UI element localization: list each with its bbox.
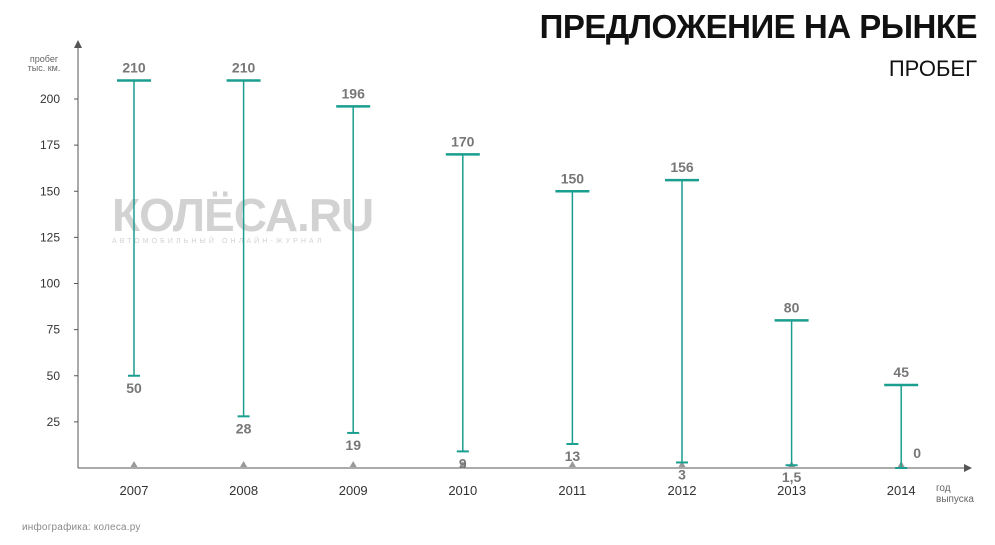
min-value-label: 9 [459, 455, 467, 471]
x-tick-label: 2013 [777, 483, 806, 498]
page-title: ПРЕДЛОЖЕНИЕ НА РЫНКЕ [539, 8, 978, 45]
x-axis-arrow [964, 464, 972, 472]
min-value-label: 0 [913, 445, 921, 461]
x-tick-label: 2010 [448, 483, 477, 498]
x-tick-marker [240, 461, 248, 467]
x-tick-label: 2009 [339, 483, 368, 498]
page-subtitle: ПРОБЕГ [888, 56, 977, 81]
x-tick-label: 2012 [668, 483, 697, 498]
max-value-label: 210 [122, 60, 146, 76]
y-tick-label: 200 [40, 92, 60, 106]
y-axis-arrow [74, 40, 82, 48]
y-tick-label: 175 [40, 138, 60, 152]
y-tick-label: 75 [47, 323, 61, 337]
x-tick-label: 2014 [887, 483, 916, 498]
x-tick-marker [678, 461, 686, 467]
x-tick-label: 2007 [120, 483, 149, 498]
y-tick-label: 50 [47, 369, 61, 383]
x-tick-label: 2008 [229, 483, 258, 498]
max-value-label: 150 [561, 170, 585, 186]
y-axis-label: тыс. км. [28, 63, 61, 73]
max-value-label: 45 [893, 364, 909, 380]
min-value-label: 1,5 [782, 469, 802, 485]
max-value-label: 156 [670, 159, 694, 175]
min-value-label: 3 [678, 466, 686, 482]
infographic-credit: инфографика: колеса.ру [22, 522, 141, 533]
max-value-label: 80 [784, 299, 800, 315]
max-value-label: 170 [451, 133, 475, 149]
y-tick-label: 125 [40, 230, 60, 244]
y-axis-label: пробег [30, 54, 59, 64]
x-tick-label: 2011 [558, 483, 586, 498]
watermark-tagline: АВТОМОБИЛЬНЫЙ ОНЛАЙН-ЖУРНАЛ [112, 238, 325, 245]
max-value-label: 196 [342, 85, 366, 101]
x-tick-marker [349, 461, 357, 467]
min-value-label: 50 [126, 380, 142, 396]
x-tick-marker [568, 461, 576, 467]
y-tick-label: 100 [40, 277, 60, 291]
min-value-label: 13 [565, 448, 581, 464]
x-axis-label: выпуска [936, 494, 974, 505]
x-tick-marker [130, 461, 138, 467]
min-value-label: 19 [345, 437, 361, 453]
y-tick-label: 150 [40, 184, 60, 198]
max-value-label: 210 [232, 60, 256, 76]
y-tick-label: 25 [47, 415, 61, 429]
min-value-label: 28 [236, 420, 252, 436]
x-tick-marker [459, 461, 467, 467]
x-axis-label: год [936, 483, 951, 494]
